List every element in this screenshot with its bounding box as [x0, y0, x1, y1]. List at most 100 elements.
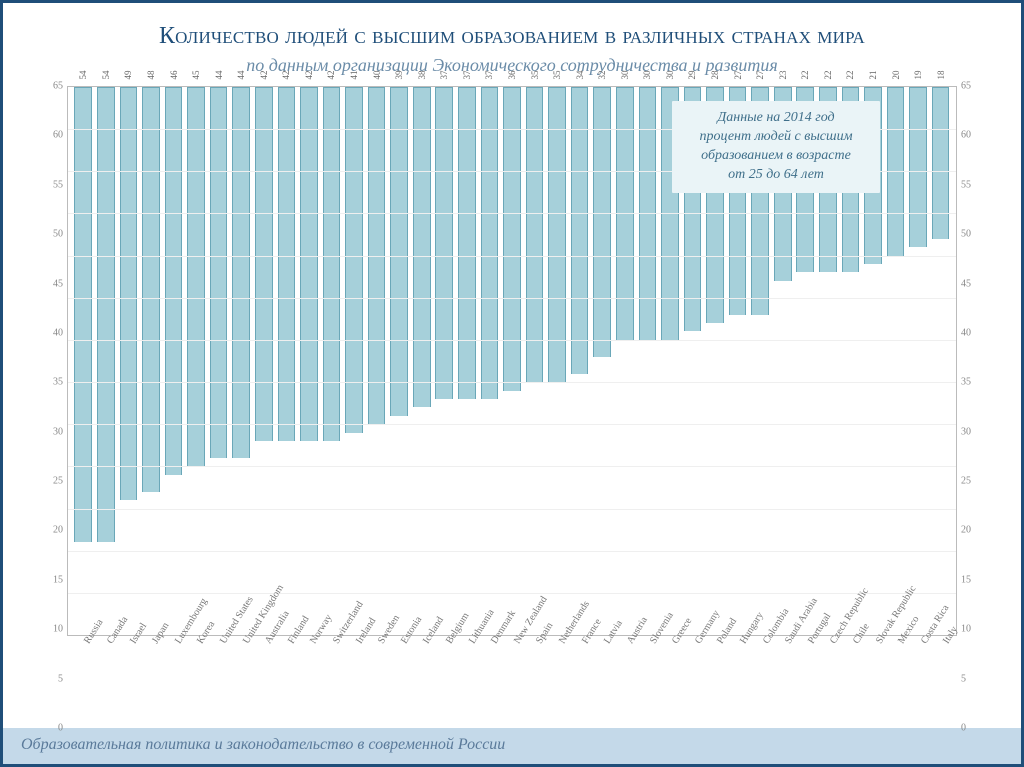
y-tick: 35 — [53, 377, 63, 388]
y-tick: 20 — [961, 525, 971, 536]
bar-value-label: 30 — [642, 71, 652, 80]
y-tick: 65 — [53, 81, 63, 92]
bar-value-label: 42 — [281, 71, 291, 80]
y-tick: 35 — [961, 377, 971, 388]
y-tick: 40 — [961, 327, 971, 338]
bar-column: 30 — [636, 87, 659, 635]
y-tick: 60 — [961, 130, 971, 141]
bar-value-label: 18 — [936, 71, 946, 80]
bar-value-label: 32 — [597, 71, 607, 80]
bar-value-label: 37 — [484, 71, 494, 80]
bar: 37 — [458, 87, 476, 399]
bar: 42 — [300, 87, 318, 441]
bar-column: 42 — [298, 87, 321, 635]
bar-column: 38 — [410, 87, 433, 635]
chart-note: Данные на 2014 годпроцент людей с высшим… — [672, 101, 880, 193]
bar-column: 46 — [162, 87, 185, 635]
bar-value-label: 22 — [823, 71, 833, 80]
bar-column: 30 — [614, 87, 637, 635]
bar-column: 37 — [478, 87, 501, 635]
bar-value-label: 22 — [800, 71, 810, 80]
bar-column: 45 — [185, 87, 208, 635]
y-tick: 45 — [961, 278, 971, 289]
bar-column: 20 — [884, 87, 907, 635]
bar-value-label: 30 — [620, 71, 630, 80]
y-tick: 40 — [53, 327, 63, 338]
bar-value-label: 27 — [733, 71, 743, 80]
y-axis-right: 05101520253035404550556065 — [957, 86, 985, 728]
y-tick: 25 — [53, 476, 63, 487]
bar: 54 — [74, 87, 92, 542]
bar-column: 19 — [907, 87, 930, 635]
bar: 35 — [548, 87, 566, 382]
bar-column: 54 — [95, 87, 118, 635]
bar-chart: 05101520253035404550556065 5454494846454… — [39, 86, 985, 728]
bar: 42 — [255, 87, 273, 441]
bar-column: 18 — [929, 87, 952, 635]
bar: 38 — [413, 87, 431, 407]
bar-value-label: 19 — [913, 71, 923, 80]
bar-value-label: 28 — [710, 71, 720, 80]
bar: 32 — [593, 87, 611, 357]
bar-value-label: 23 — [778, 71, 788, 80]
bar-column: 42 — [253, 87, 276, 635]
y-tick: 25 — [961, 476, 971, 487]
bar-column: 41 — [343, 87, 366, 635]
bar: 42 — [323, 87, 341, 441]
bar: 36 — [503, 87, 521, 391]
bar-value-label: 20 — [891, 71, 901, 80]
y-tick: 55 — [961, 179, 971, 190]
bar-column: 35 — [546, 87, 569, 635]
y-tick: 10 — [961, 624, 971, 635]
bar-value-label: 39 — [394, 71, 404, 80]
bar: 54 — [97, 87, 115, 542]
bar-column: 37 — [433, 87, 456, 635]
y-tick: 10 — [53, 624, 63, 635]
y-tick: 50 — [53, 229, 63, 240]
footer: Образовательная политика и законодательс… — [3, 728, 1021, 764]
bar-value-label: 35 — [552, 71, 562, 80]
y-tick: 50 — [961, 229, 971, 240]
bar: 37 — [435, 87, 453, 399]
bar-value-label: 38 — [417, 71, 427, 80]
y-tick: 60 — [53, 130, 63, 141]
x-axis: RussiaCanadaIsraelJapanLuxembourgKoreaUn… — [67, 636, 957, 728]
y-tick: 5 — [58, 673, 63, 684]
bar-value-label: 42 — [259, 71, 269, 80]
y-tick: 15 — [961, 574, 971, 585]
bar-column: 37 — [456, 87, 479, 635]
bar: 18 — [932, 87, 950, 239]
bar-column: 36 — [501, 87, 524, 635]
bar: 45 — [187, 87, 205, 466]
bar: 49 — [120, 87, 138, 500]
bar-value-label: 34 — [575, 71, 585, 80]
bar-column: 42 — [275, 87, 298, 635]
bar-value-label: 21 — [868, 71, 878, 80]
y-tick: 20 — [53, 525, 63, 536]
bar-column: 44 — [230, 87, 253, 635]
y-tick: 30 — [961, 426, 971, 437]
bar-value-label: 22 — [845, 71, 855, 80]
bar: 44 — [210, 87, 228, 458]
bar-value-label: 49 — [123, 71, 133, 80]
bar: 37 — [481, 87, 499, 399]
bar-value-label: 42 — [326, 71, 336, 80]
plot-area: 5454494846454444424242424140393837373736… — [67, 86, 957, 636]
bar-column: 39 — [388, 87, 411, 635]
y-axis-left: 05101520253035404550556065 — [39, 86, 67, 728]
bar-value-label: 44 — [236, 71, 246, 80]
y-tick: 45 — [53, 278, 63, 289]
bar-column: 35 — [523, 87, 546, 635]
bar: 19 — [909, 87, 927, 247]
bar: 46 — [165, 87, 183, 475]
y-tick: 5 — [961, 673, 966, 684]
y-tick: 0 — [58, 723, 63, 734]
y-tick: 65 — [961, 81, 971, 92]
y-tick: 30 — [53, 426, 63, 437]
bar-value-label: 36 — [507, 71, 517, 80]
bar-value-label: 29 — [687, 71, 697, 80]
bar: 35 — [526, 87, 544, 382]
y-tick: 0 — [961, 723, 966, 734]
bar-column: 49 — [117, 87, 140, 635]
title-block: Количество людей с высшим образованием в… — [3, 3, 1021, 80]
